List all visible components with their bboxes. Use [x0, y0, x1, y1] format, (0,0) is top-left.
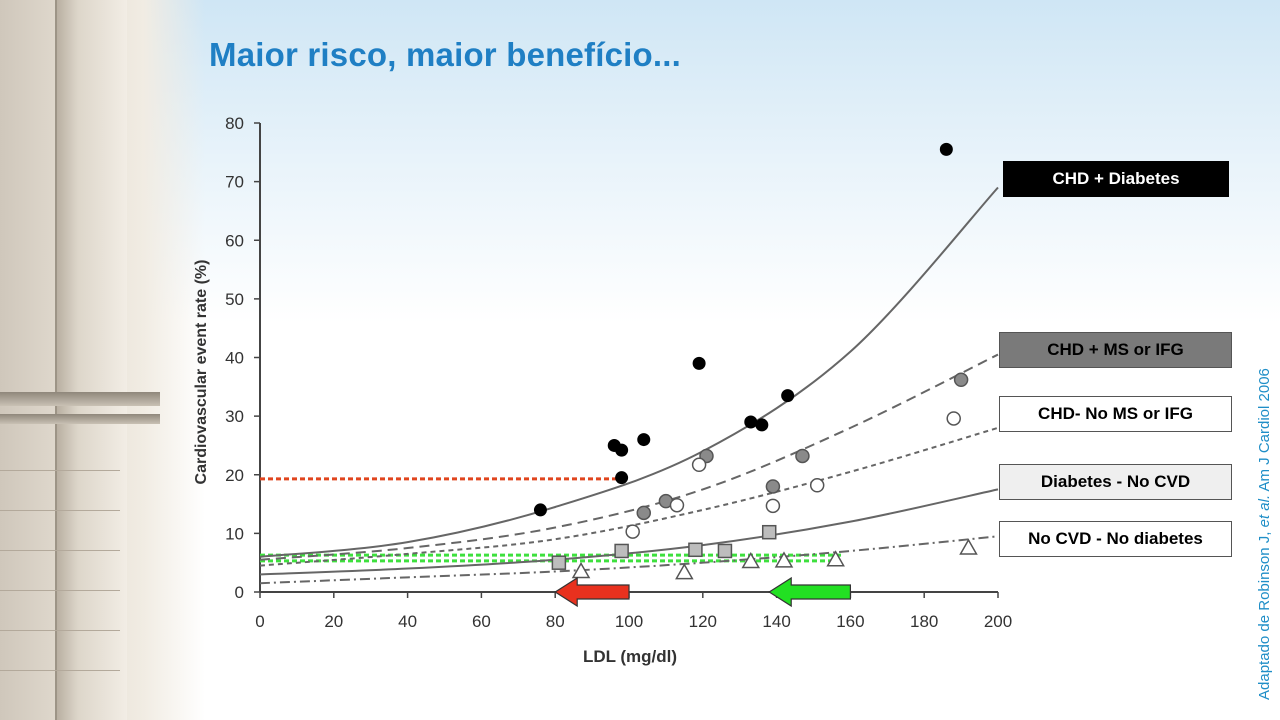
- series-3-data-point: [946, 411, 961, 426]
- series-5-data-point: [826, 550, 845, 567]
- x-tick-label: 140: [762, 612, 790, 631]
- series-3-data-point: [765, 498, 781, 514]
- building-ledge: [0, 414, 160, 424]
- legend-item-label: Diabetes - No CVD: [1040, 472, 1191, 491]
- legend-item-5: No CVD - No diabetes: [999, 521, 1232, 557]
- y-axis-label: Cardiovascular event rate (%): [193, 260, 210, 485]
- y-tick-label: 20: [225, 466, 244, 485]
- x-tick-label: 80: [546, 612, 565, 631]
- x-tick-label: 0: [255, 612, 264, 631]
- building-pillar: [55, 0, 127, 720]
- series-1-data-point: [744, 415, 758, 429]
- series-5-data-point: [774, 551, 794, 568]
- x-tick-label: 20: [324, 612, 343, 631]
- series-4-data-point: [761, 524, 777, 540]
- series-3-data-point: [691, 457, 707, 473]
- building-brick-line: [0, 550, 120, 551]
- building-brick-line: [0, 510, 120, 511]
- y-tick-label: 30: [225, 407, 244, 426]
- ldl-arrows: [554, 576, 852, 608]
- series-1-data-point: [692, 356, 706, 370]
- legend-item-2: CHD + MS or IFG: [999, 332, 1232, 368]
- x-tick-label: 120: [689, 612, 717, 631]
- series-4-data-point: [717, 543, 733, 559]
- series-1-data-point: [781, 389, 795, 403]
- legend-item-4: Diabetes - No CVD: [999, 464, 1232, 500]
- y-tick-label: 60: [225, 231, 244, 250]
- series-4-data-point: [688, 542, 703, 558]
- series-5-data-point: [675, 563, 694, 580]
- y-tick-label: 10: [225, 524, 244, 543]
- green-arrow: [768, 576, 852, 608]
- series-1-data-point: [533, 503, 547, 517]
- x-tick-label: 160: [836, 612, 864, 631]
- series-1-data-point: [637, 433, 651, 447]
- series-1-data-point: [615, 443, 629, 457]
- series-4-data-point: [551, 555, 567, 570]
- series-3-data-point: [809, 478, 825, 493]
- trend-curves: [259, 186, 999, 585]
- x-tick-label: 60: [472, 612, 491, 631]
- series-2-data-point: [953, 372, 969, 388]
- series-1-data-point: [615, 471, 629, 485]
- legend-item-label: CHD- No MS or IFG: [1038, 404, 1193, 423]
- building-brick-line: [0, 470, 120, 471]
- x-tick-label: 100: [615, 612, 643, 631]
- series-5-data-point: [959, 538, 978, 555]
- series-5-data-point: [571, 561, 591, 579]
- y-tick-label: 80: [225, 114, 244, 133]
- series-5-trend-curve: [259, 535, 999, 585]
- series-3-data-point: [625, 524, 640, 539]
- series-1-trend-curve: [259, 186, 999, 558]
- slide-title: Maior risco, maior benefício...: [209, 36, 681, 73]
- x-axis-label: LDL (mg/dl): [583, 647, 677, 666]
- y-tick-label: 70: [225, 173, 244, 192]
- building-ledge: [0, 392, 160, 406]
- legend-item-label: No CVD - No diabetes: [1028, 529, 1203, 548]
- y-tick-label: 50: [225, 290, 244, 309]
- series-1-data-point: [755, 418, 769, 432]
- series-4-data-point: [614, 543, 629, 559]
- building-brick-line: [0, 630, 120, 631]
- building-brick-line: [0, 670, 120, 671]
- y-tick-label: 0: [235, 583, 244, 602]
- series-2-data-point: [765, 479, 781, 494]
- series-3-data-point: [669, 497, 685, 513]
- x-tick-label: 180: [910, 612, 938, 631]
- x-tick-label: 200: [984, 612, 1012, 631]
- x-tick-label: 40: [398, 612, 417, 631]
- legend-item-label: CHD + MS or IFG: [1047, 340, 1184, 359]
- series-4-trend-curve: [259, 488, 999, 576]
- series-2-data-point: [795, 448, 810, 464]
- series-5-data-point: [741, 552, 761, 569]
- data-points: [533, 142, 978, 580]
- y-tick-label: 40: [225, 349, 244, 368]
- legend-item-3: CHD- No MS or IFG: [999, 396, 1232, 432]
- background-building-photo: [0, 0, 205, 720]
- series-3-trend-curve: [259, 426, 999, 567]
- legend-item-label: CHD + Diabetes: [1052, 169, 1180, 188]
- series-2-data-point: [636, 505, 652, 521]
- series-1-data-point: [939, 142, 953, 156]
- red-arrow: [554, 576, 630, 608]
- series-2-trend-curve: [259, 353, 999, 561]
- legend-item-1: CHD + Diabetes: [1003, 161, 1229, 197]
- building-brick-line: [0, 590, 120, 591]
- reference-lines: [260, 477, 844, 563]
